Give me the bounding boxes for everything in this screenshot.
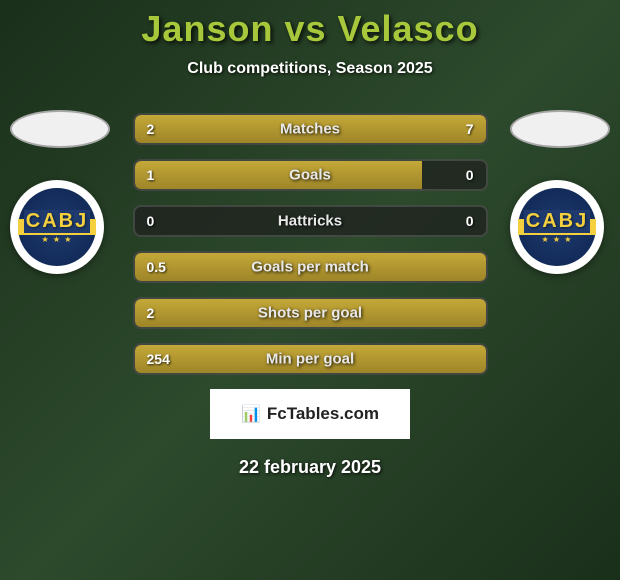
stat-value-right: 7 [466,121,474,137]
club-badge-right: CABJ ★ ★ ★ [510,180,604,274]
stats-container: 2 7 Matches 1 0 Goals 0 0 Hattricks 0.5 Goals per … [133,113,488,375]
header: Janson vs Velasco Club competitions, Sea… [0,0,620,78]
stat-value-left: 0 [147,213,155,229]
brand-box: 📊 FcTables.com [210,389,410,439]
chart-icon: 📊 [241,404,261,424]
brand-label: FcTables.com [267,404,379,424]
date-label: 22 february 2025 [0,457,620,478]
stat-value-left: 2 [147,305,155,321]
player-left-avatar: CABJ ★ ★ ★ [10,110,110,274]
club-badge-left: CABJ ★ ★ ★ [10,180,104,274]
avatar-placeholder-icon [510,110,610,148]
badge-text-right: CABJ [526,210,588,233]
page-subtitle: Club competitions, Season 2025 [0,60,620,78]
stat-label: Matches [280,121,340,138]
avatar-placeholder-icon [10,110,110,148]
stat-value-right: 0 [466,167,474,183]
stat-row: 0.5 Goals per match [133,251,488,283]
stat-row: 2 Shots per goal [133,297,488,329]
stat-label: Min per goal [266,351,354,368]
page-title: Janson vs Velasco [0,8,620,50]
stat-row: 0 0 Hattricks [133,205,488,237]
badge-stars-icon: ★ ★ ★ [42,235,73,244]
stat-bar-left [135,161,423,189]
stat-row: 2 7 Matches [133,113,488,145]
stat-row: 1 0 Goals [133,159,488,191]
stat-value-left: 2 [147,121,155,137]
stat-label: Goals [289,167,331,184]
badge-text-left: CABJ [26,210,88,233]
stat-value-left: 1 [147,167,155,183]
stat-label: Hattricks [278,213,342,230]
stat-value-right: 0 [466,213,474,229]
stat-label: Goals per match [251,259,369,276]
stat-bar-right [212,115,486,143]
player-right-avatar: CABJ ★ ★ ★ [510,110,610,274]
stat-row: 254 Min per goal [133,343,488,375]
stat-value-left: 0.5 [147,259,166,275]
badge-stars-icon: ★ ★ ★ [542,235,573,244]
stat-label: Shots per goal [258,305,362,322]
stat-value-left: 254 [147,351,170,367]
